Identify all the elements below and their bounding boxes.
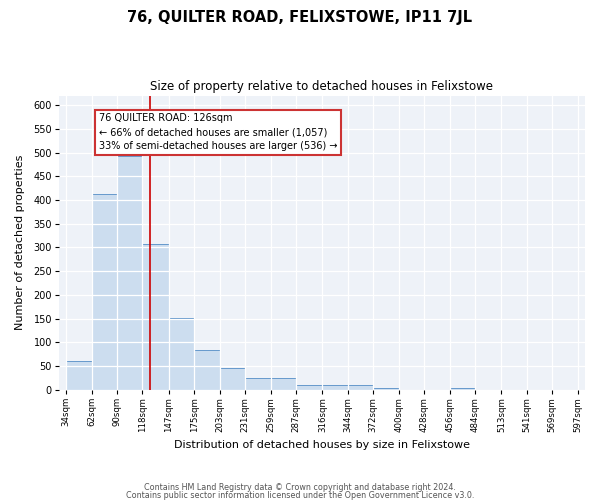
- X-axis label: Distribution of detached houses by size in Felixstowe: Distribution of detached houses by size …: [174, 440, 470, 450]
- Bar: [296, 384, 322, 390]
- Bar: [194, 350, 220, 390]
- Bar: [271, 378, 296, 390]
- Bar: [322, 384, 348, 390]
- Bar: [92, 194, 117, 390]
- Bar: [66, 362, 92, 390]
- Text: Contains public sector information licensed under the Open Government Licence v3: Contains public sector information licen…: [126, 490, 474, 500]
- Bar: [220, 368, 245, 390]
- Bar: [348, 384, 373, 390]
- Text: 76, QUILTER ROAD, FELIXSTOWE, IP11 7JL: 76, QUILTER ROAD, FELIXSTOWE, IP11 7JL: [127, 10, 473, 25]
- Bar: [245, 378, 271, 390]
- Bar: [117, 156, 142, 390]
- Text: 76 QUILTER ROAD: 126sqm
← 66% of detached houses are smaller (1,057)
33% of semi: 76 QUILTER ROAD: 126sqm ← 66% of detache…: [99, 113, 337, 151]
- Text: Contains HM Land Registry data © Crown copyright and database right 2024.: Contains HM Land Registry data © Crown c…: [144, 484, 456, 492]
- Bar: [142, 244, 169, 390]
- Y-axis label: Number of detached properties: Number of detached properties: [15, 155, 25, 330]
- Bar: [449, 388, 475, 390]
- Bar: [169, 318, 194, 390]
- Title: Size of property relative to detached houses in Felixstowe: Size of property relative to detached ho…: [151, 80, 493, 93]
- Bar: [373, 388, 399, 390]
